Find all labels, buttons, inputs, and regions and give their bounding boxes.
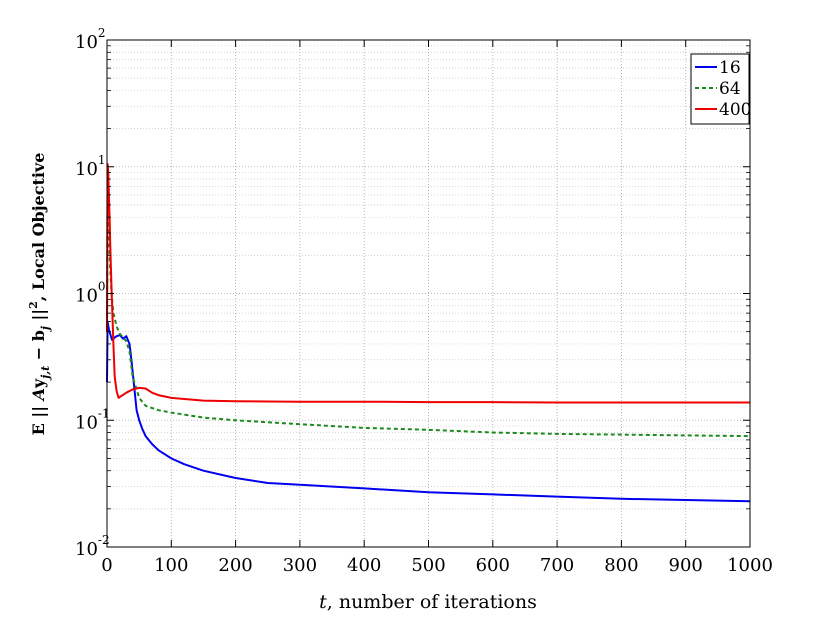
y-tick-label: 102 (75, 26, 106, 53)
legend-box (690, 53, 750, 125)
y-tick-base: 10 (75, 32, 98, 53)
y-tick-label: 10-2 (75, 533, 110, 560)
x-axis-label-var: t (319, 591, 327, 613)
y-tick-exponent: -2 (98, 533, 110, 547)
y-tick-label: 10-1 (75, 406, 110, 433)
legend-label-64: 64 (719, 79, 741, 99)
y-tick-exponent: 1 (98, 153, 106, 167)
y-axis-label: E || Ayj,t − bj ||2, Local Objective (27, 153, 52, 436)
y-tick-base: 10 (75, 159, 98, 180)
legend-label-16: 16 (719, 58, 741, 78)
y-axis-label-norm-right: || (29, 309, 48, 326)
x-axis-label-rest: , number of iterations (327, 591, 537, 613)
y-tick-base: 10 (75, 539, 98, 560)
y-axis-label-rest: , Local Objective (29, 153, 48, 302)
y-axis-label-a: A (29, 388, 48, 402)
x-tick-label: 0 (101, 555, 112, 576)
x-tick-label: 400 (347, 555, 381, 576)
y-axis-label-y: y (29, 378, 48, 389)
y-tick-base: 10 (75, 286, 98, 307)
x-tick-label: 1000 (727, 555, 773, 576)
x-tick-label: 600 (476, 555, 510, 576)
legend-label-400: 400 (719, 100, 751, 120)
x-tick-label: 700 (540, 555, 574, 576)
series-line-64 (106, 178, 751, 438)
y-tick-base: 10 (75, 412, 98, 433)
y-tick-exponent: -1 (98, 406, 110, 420)
y-axis-label-e: E (29, 423, 48, 435)
x-tick-label: 900 (669, 555, 703, 576)
x-tick-label: 800 (604, 555, 638, 576)
y-tick-label: 101 (75, 153, 106, 180)
axis-ticks (106, 39, 751, 548)
series-line-400 (106, 163, 750, 404)
y-axis-label-sq: 2 (27, 301, 40, 309)
x-tick-label: 200 (218, 555, 252, 576)
series-lines (106, 163, 751, 503)
y-tick-exponent: 0 (98, 280, 106, 294)
y-axis-label-sub2: j (39, 326, 52, 332)
x-tick-label: 300 (283, 555, 317, 576)
y-tick-label: 100 (75, 280, 106, 307)
y-axis-label-sub1: j,t (39, 366, 52, 381)
y-axis-label-b: b (29, 330, 48, 341)
y-tick-exponent: 2 (98, 26, 106, 40)
x-tick-label: 100 (154, 555, 188, 576)
x-tick-label: 500 (411, 555, 445, 576)
y-axis-label-minus: − (29, 341, 48, 366)
series-line-16 (106, 320, 751, 503)
x-tick-labels: 0 100 200 300 400 500 600 700 800 900 1000 (101, 555, 773, 576)
x-axis-label: t, number of iterations (319, 591, 537, 613)
y-axis-label-norm-left: || (29, 400, 48, 423)
